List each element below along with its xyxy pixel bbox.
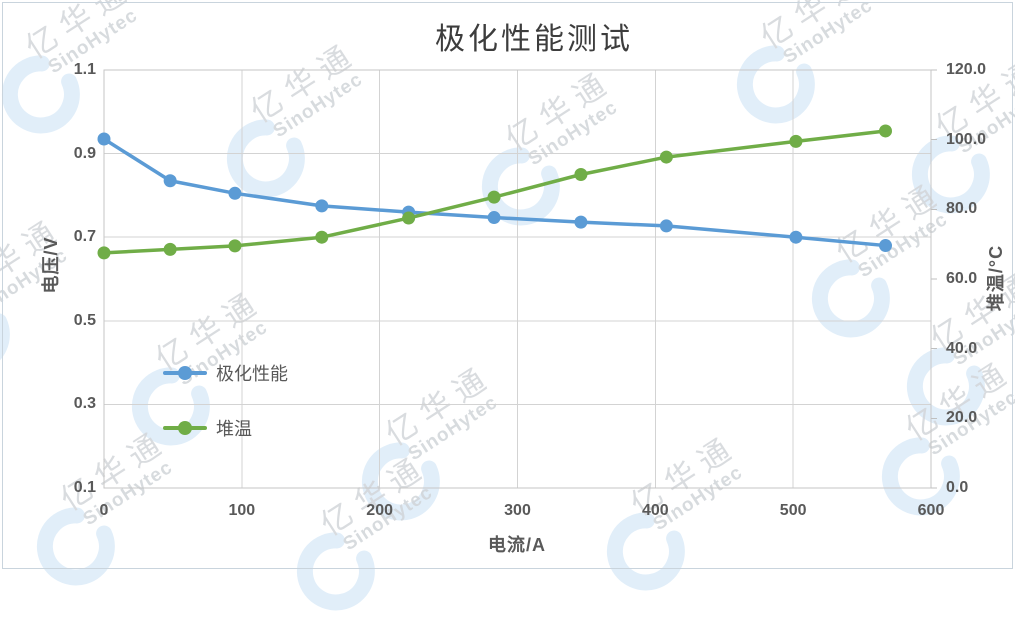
- y-axis-right-tick-label: 100.0: [946, 130, 987, 148]
- chart-plot-area: [97, 69, 937, 489]
- x-axis-tick-label: 500: [779, 502, 807, 519]
- watermark-logo-swoosh-icon: [811, 259, 890, 338]
- watermark-tile: 亿华通 SinoHytec: [843, 313, 1015, 547]
- stack-temperature-data-point[interactable]: [574, 168, 588, 181]
- watermark-logo-swoosh-icon: [481, 147, 560, 226]
- y-axis-left-tick-label: 0.1: [73, 479, 96, 496]
- x-axis-tick-label: 100: [228, 502, 256, 519]
- stack-temperature-data-point[interactable]: [163, 242, 177, 256]
- stack-temperature-data-point[interactable]: [315, 230, 329, 244]
- y-axis-left-tick-label: 0.9: [73, 144, 96, 162]
- watermark-logo-swoosh-icon: [911, 135, 990, 214]
- y-axis-right-tick-label: 120.0: [946, 61, 987, 78]
- stack-temperature-data-point[interactable]: [228, 239, 242, 253]
- watermark-tile: 亿华通 SinoHytec: [93, 243, 357, 477]
- polarization-data-point[interactable]: [97, 132, 111, 146]
- x-axis-tick-label: 200: [366, 502, 393, 519]
- y-axis-left-tick-label: 0.5: [73, 311, 96, 329]
- watermark-tile: 亿华通 SinoHytec: [698, 0, 962, 155]
- polarization-data-point[interactable]: [789, 230, 803, 244]
- polarization-data-point[interactable]: [487, 211, 501, 225]
- watermark-tile: 亿华通 SinoHytec: [773, 135, 1015, 369]
- watermark-logo-swoosh-icon: [1, 55, 80, 134]
- stack-temperature-data-point[interactable]: [659, 150, 673, 164]
- legend-label: 堆温: [216, 419, 252, 439]
- stack-temperature-data-point[interactable]: [879, 124, 893, 138]
- polarization-data-point[interactable]: [163, 174, 177, 188]
- x-axis-title: 电流/A: [488, 535, 546, 555]
- legend-item-stack-temperature[interactable]: 堆温: [163, 415, 252, 441]
- polarization-series-line[interactable]: [102, 137, 888, 248]
- polarization-data-point[interactable]: [228, 186, 242, 200]
- watermark-logo-swoosh-icon: [361, 442, 440, 521]
- polarization-data-point[interactable]: [879, 239, 893, 253]
- x-axis-tick-label: 400: [641, 502, 669, 519]
- watermark-logo-swoosh-icon: [0, 295, 10, 374]
- stack-temperature-data-point[interactable]: [487, 190, 501, 204]
- watermark-logo-swoosh-icon: [881, 437, 960, 516]
- x-axis-tick-label: 300: [504, 502, 531, 519]
- watermark-logo-swoosh-icon: [131, 367, 210, 446]
- y-axis-left-tick-label: 0.7: [73, 228, 96, 246]
- y-axis-left-tick-label: 1.1: [73, 61, 96, 78]
- y-axis-right-tick-label: 0.0: [946, 479, 969, 496]
- watermark-tile: 亿华通 SinoHytec: [0, 0, 227, 165]
- watermark-tile: 亿华通 SinoHytec: [188, 0, 452, 229]
- stack-temperature-data-point[interactable]: [402, 211, 416, 225]
- x-axis-tick-label: 600: [917, 502, 945, 519]
- polarization-data-point[interactable]: [574, 215, 588, 229]
- watermark-logo-swoosh-icon: [226, 119, 305, 198]
- y-axis-right-tick-label: 40.0: [946, 339, 978, 357]
- polarization-data-point[interactable]: [659, 219, 673, 233]
- watermark-tile: 亿华通 SinoHytec: [868, 223, 1015, 457]
- stack-temperature-data-point[interactable]: [97, 246, 111, 260]
- y-axis-right-tick-label: 60.0: [946, 270, 978, 287]
- watermark-tile: 亿华通 SinoHytec: [0, 171, 157, 405]
- legend-marker-line-dot-icon: [163, 421, 207, 435]
- y-axis-left-tick-label: 0.3: [73, 395, 96, 413]
- y-axis-right-tick-label: 20.0: [946, 409, 978, 427]
- stack-temperature-data-point[interactable]: [789, 134, 803, 148]
- y-axis-right-tick-label: 80.0: [946, 200, 978, 218]
- legend-marker-line-dot-icon: [163, 366, 207, 380]
- legend-item-polarization[interactable]: 极化性能: [163, 360, 288, 386]
- chart-title: 极化性能测试: [435, 22, 633, 57]
- x-axis-tick-label: 0: [99, 502, 109, 519]
- watermark-tile: 亿华通 SinoHytec: [873, 11, 1015, 245]
- polarization-data-point[interactable]: [315, 199, 329, 213]
- watermark-logo-swoosh-icon: [736, 45, 815, 124]
- watermark-logo-swoosh-icon: [906, 347, 985, 426]
- watermark-tile: 亿华通 SinoHytec: [443, 23, 707, 257]
- stack-temperature-series-line[interactable]: [102, 129, 888, 255]
- legend-label: 极化性能: [216, 364, 288, 384]
- y-axis-right-tick-marks: [931, 69, 937, 489]
- watermark-tile: 亿华通 SinoHytec: [323, 318, 587, 552]
